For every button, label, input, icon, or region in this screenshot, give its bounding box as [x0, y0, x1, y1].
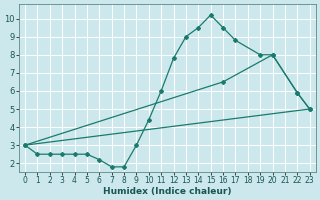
X-axis label: Humidex (Indice chaleur): Humidex (Indice chaleur)	[103, 187, 232, 196]
